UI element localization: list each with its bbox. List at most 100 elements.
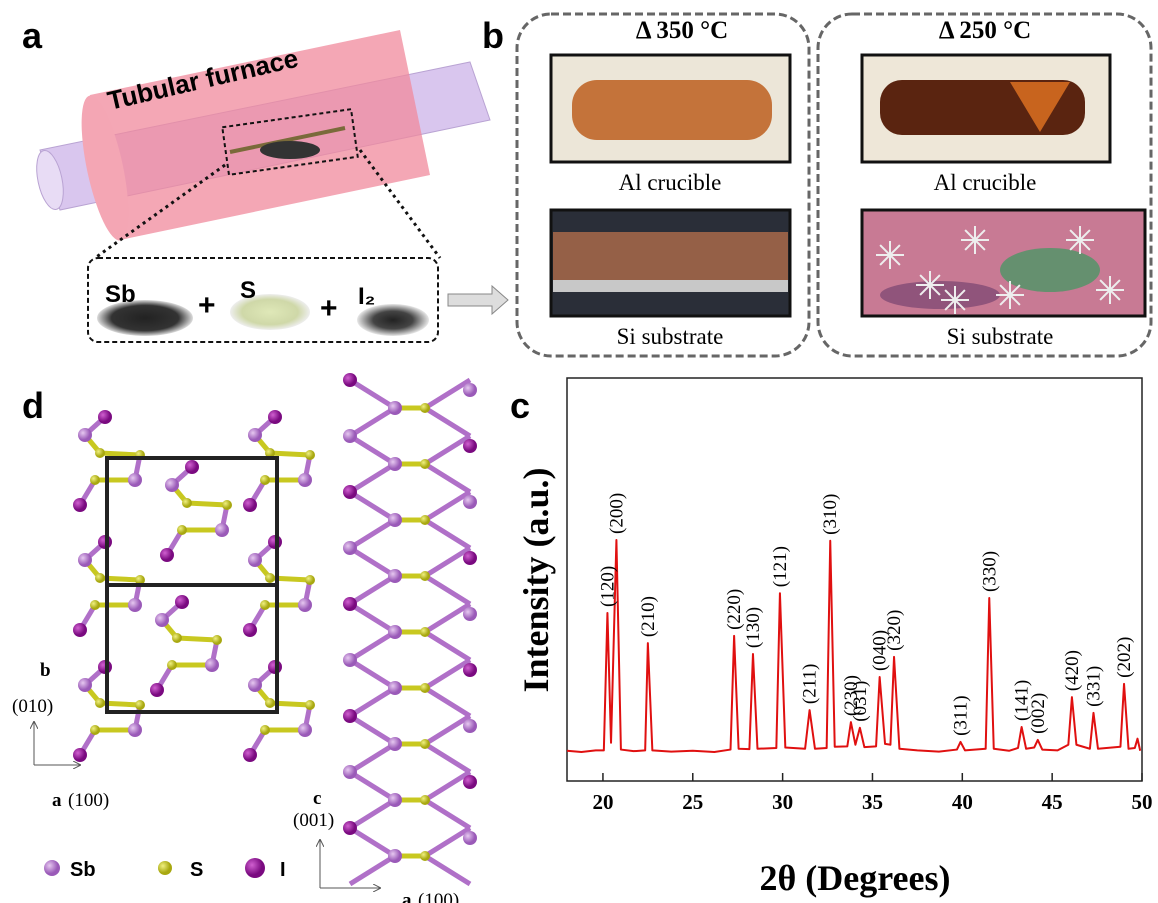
reactant-label: Sb	[105, 281, 136, 308]
atom	[343, 373, 357, 387]
y-axis-label: Intensity (a.u.)	[516, 467, 556, 692]
legend-swatch	[158, 861, 172, 875]
bond	[425, 380, 470, 408]
peak-label: (211)	[800, 664, 821, 704]
peak-label: (130)	[743, 607, 764, 648]
atom	[265, 573, 275, 583]
legend-label: Sb	[70, 859, 96, 881]
panel-b: b Δ 350 °C Δ 250 °C Al crucible Al cruci…	[482, 14, 1151, 356]
bond	[350, 744, 395, 772]
atom	[265, 698, 275, 708]
atom	[463, 831, 477, 845]
atom	[388, 737, 402, 751]
atom	[463, 383, 477, 397]
peak-label: (320)	[884, 610, 905, 651]
peak-label: (420)	[1062, 650, 1083, 691]
atom	[95, 448, 105, 458]
atom	[165, 478, 179, 492]
atom	[298, 473, 312, 487]
bond	[350, 464, 395, 492]
atom	[420, 515, 430, 525]
peak-label: (330)	[979, 551, 1000, 592]
legend-swatch	[44, 860, 60, 876]
axis-label: a	[402, 890, 412, 903]
section-title: Δ 350 °C	[636, 17, 728, 44]
bond	[425, 576, 470, 604]
atom	[90, 600, 100, 610]
atom	[463, 663, 477, 677]
atom	[305, 450, 315, 460]
atom	[128, 473, 142, 487]
atom	[73, 498, 87, 512]
bond	[350, 408, 395, 436]
bond	[350, 660, 395, 688]
atom	[260, 725, 270, 735]
x-tick-label: 35	[862, 790, 883, 814]
atom	[182, 498, 192, 508]
atom	[420, 851, 430, 861]
bond	[350, 800, 395, 828]
peak-label: (310)	[820, 494, 841, 535]
bond	[425, 856, 470, 884]
reactant-label: S	[240, 277, 256, 304]
bond	[350, 856, 395, 884]
reactant-label: I₂	[358, 283, 375, 310]
x-tick-label: 40	[952, 790, 973, 814]
plus: +	[320, 292, 338, 325]
bond	[425, 492, 470, 520]
bond	[350, 632, 395, 660]
atom	[343, 597, 357, 611]
panel-letter: b	[482, 15, 504, 56]
peak-label: (220)	[724, 589, 745, 630]
atom	[128, 723, 142, 737]
atom	[343, 765, 357, 779]
x-axis-label: 2θ (Degrees)	[759, 858, 950, 898]
bond	[425, 828, 470, 856]
bond	[350, 436, 395, 464]
film-edge	[553, 280, 788, 292]
atom	[420, 795, 430, 805]
atom	[420, 627, 430, 637]
atom	[215, 523, 229, 537]
bond	[350, 604, 395, 632]
atom	[388, 513, 402, 527]
atom	[95, 573, 105, 583]
atom	[90, 725, 100, 735]
atom	[420, 459, 430, 469]
atom	[78, 553, 92, 567]
bond	[350, 520, 395, 548]
atom	[243, 498, 257, 512]
legend-swatch	[245, 858, 265, 878]
atom	[73, 748, 87, 762]
bond	[425, 548, 470, 576]
atom	[268, 410, 282, 424]
section-title: Δ 250 °C	[939, 17, 1031, 44]
atom	[463, 719, 477, 733]
atom	[78, 678, 92, 692]
bond	[425, 772, 470, 800]
bond	[270, 453, 310, 455]
atom	[128, 598, 142, 612]
atom	[243, 748, 257, 762]
atom	[222, 500, 232, 510]
atom	[343, 485, 357, 499]
bond	[425, 660, 470, 688]
crucible-content	[572, 80, 772, 140]
legend-label: S	[190, 859, 203, 881]
atom	[167, 660, 177, 670]
peak-label: (331)	[1083, 666, 1104, 707]
atom	[343, 709, 357, 723]
atom	[420, 739, 430, 749]
atom	[205, 658, 219, 672]
atom	[172, 633, 182, 643]
x-tick-label: 30	[772, 790, 793, 814]
atom	[388, 457, 402, 471]
atom	[248, 428, 262, 442]
bond	[350, 772, 395, 800]
atom	[175, 595, 189, 609]
atom	[463, 607, 477, 621]
figure: a Tubular furnace Sb + S + I₂ b Δ 350 °C…	[0, 0, 1158, 903]
atom	[260, 600, 270, 610]
atom	[177, 525, 187, 535]
atom	[260, 475, 270, 485]
